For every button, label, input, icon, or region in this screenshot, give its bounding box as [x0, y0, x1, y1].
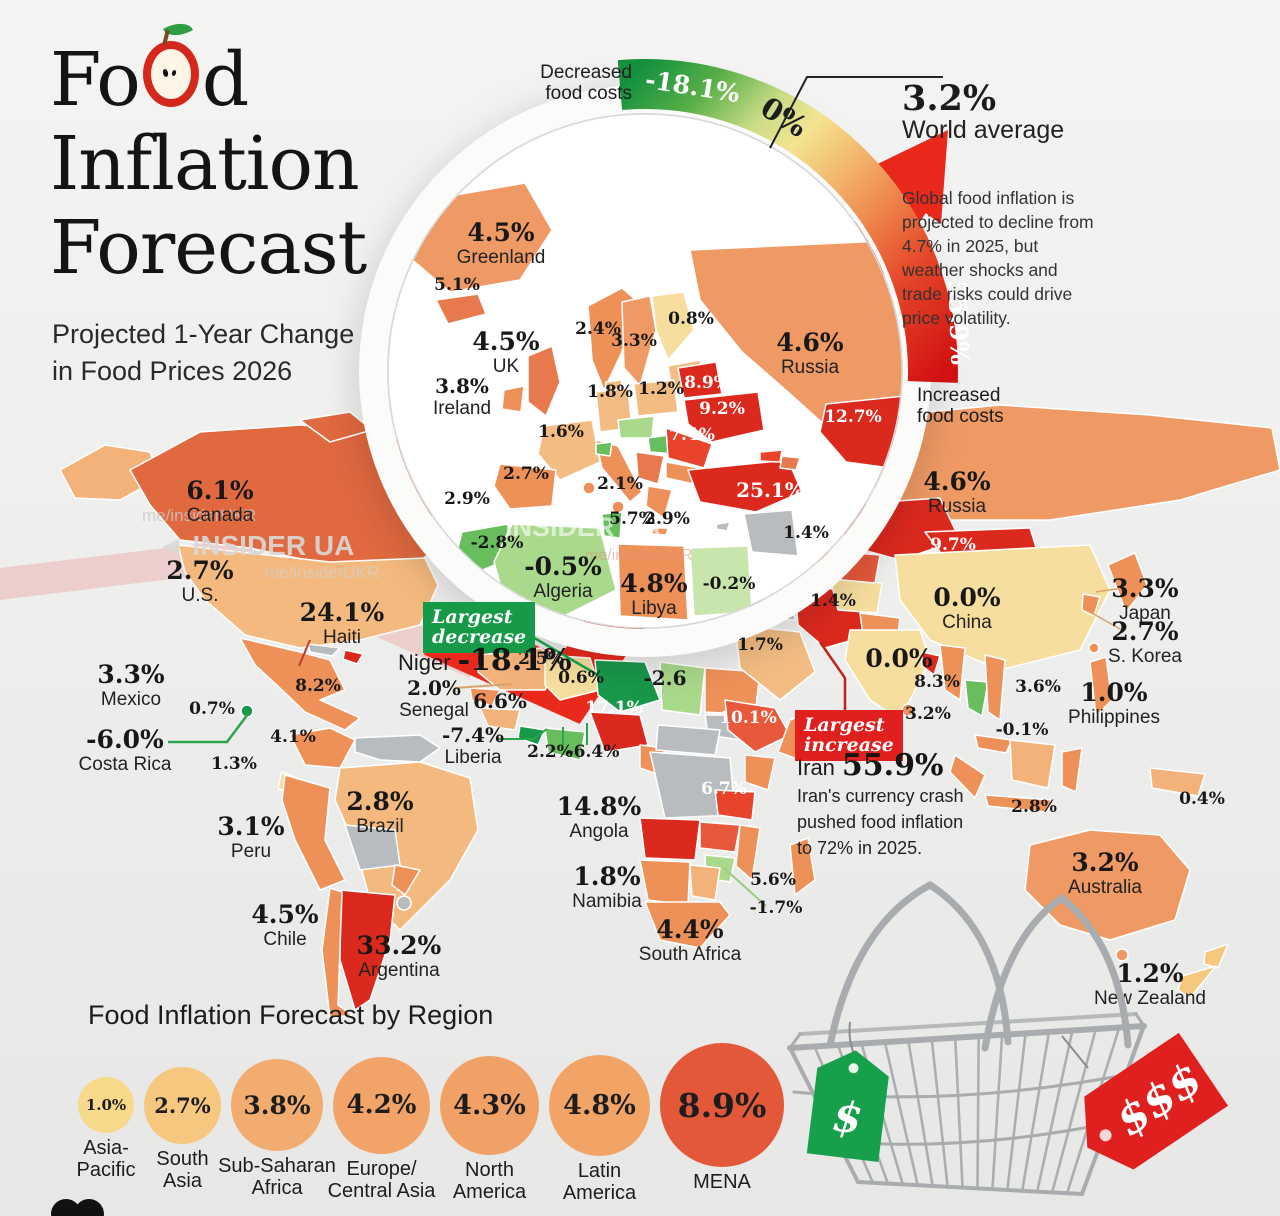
region-item: 3.8% Sub-Saharan Africa — [218, 1059, 336, 1199]
basket-wire — [907, 1041, 934, 1188]
basket-wire — [1006, 1034, 1027, 1192]
largest-increase-badge: Largest increase — [795, 710, 903, 761]
subtitle: Projected 1-Year Change in Food Prices 2… — [52, 319, 355, 386]
largest-decrease-badge: Largest decrease — [423, 602, 536, 653]
region-name: North America — [452, 1158, 527, 1203]
region-bubble: 2.7% — [144, 1066, 221, 1144]
region-bubble: 8.9% — [660, 1043, 784, 1167]
region-bubble: 4.3% — [440, 1055, 539, 1155]
region-item: 8.9% MENA — [660, 1043, 784, 1193]
region-name: MENA — [693, 1171, 751, 1193]
region-name: Asia- Pacific — [76, 1137, 136, 1181]
basket-wire — [954, 1038, 964, 1189]
region-item: 2.7% South Asia — [144, 1066, 221, 1192]
world-average-label: World average — [902, 116, 1065, 144]
region-name: South Asia — [156, 1147, 209, 1192]
region-bubble: 3.8% — [231, 1059, 323, 1151]
title-line-1: Fo d — [50, 16, 366, 122]
region-item: 4.2% Europe/ Central Asia — [328, 1056, 435, 1202]
basket-wire — [991, 1035, 1004, 1191]
region-name: Latin America — [562, 1159, 637, 1204]
basket-wire — [1050, 1029, 1097, 1194]
arrow-head — [865, 130, 948, 224]
basket-handle — [826, 880, 1012, 1049]
title-line-2: Inflation — [50, 121, 360, 207]
basket-handle — [981, 893, 1132, 1052]
price-tag-green: $ — [806, 1050, 889, 1162]
largest-increase-country: Iran — [797, 755, 835, 780]
basket-wire — [930, 1039, 949, 1189]
world-average-value: 3.2% — [902, 78, 997, 119]
apple-icon — [142, 16, 199, 107]
title-line-3: Forecast — [50, 205, 367, 291]
largest-decrease-value: -18.1% — [457, 643, 572, 678]
largest-increase-callout: Iran 55.9% — [797, 748, 944, 783]
gauge-increased-label: Increased food costs — [917, 385, 1004, 427]
region-item: 4.8% Latin America — [549, 1054, 650, 1204]
svg-text:$: $ — [830, 1091, 865, 1143]
arrow-band-pale — [0, 540, 470, 678]
largest-increase-value: 55.9% — [841, 748, 944, 783]
basket-wire — [1020, 1032, 1050, 1193]
region-bubble: 1.0% — [78, 1077, 134, 1133]
largest-increase-note: Iran's currency crash pushed food inflat… — [797, 786, 964, 858]
infographic-title: Fo d Inflation Forecast — [50, 16, 367, 291]
regions-bubble-row: 1.0% Asia- Pacific 2.7% South Asia 3.8% Sub-S… — [77, 1043, 784, 1204]
basket-wire — [976, 1036, 980, 1190]
region-bubble: 4.2% — [333, 1056, 430, 1154]
largest-decrease-country: Niger — [398, 650, 451, 675]
world-average-note: Global food inflation is projected to de… — [902, 188, 1094, 328]
publisher-logo — [51, 1199, 104, 1216]
region-item: 4.3% North America — [440, 1055, 539, 1203]
region-name: Sub-Saharan Africa — [218, 1155, 336, 1199]
region-name: Europe/ Central Asia — [327, 1157, 436, 1202]
regions-section-title: Food Inflation Forecast by Region — [88, 1000, 494, 1030]
basket-wire — [1035, 1031, 1074, 1193]
gauge-decreased-label: Decreased food costs — [540, 62, 632, 104]
region-bubble: 4.8% — [549, 1054, 650, 1156]
basket-wire — [884, 1042, 920, 1187]
largest-decrease-callout: Niger -18.1% — [398, 643, 572, 678]
region-item: 1.0% Asia- Pacific — [77, 1077, 135, 1181]
